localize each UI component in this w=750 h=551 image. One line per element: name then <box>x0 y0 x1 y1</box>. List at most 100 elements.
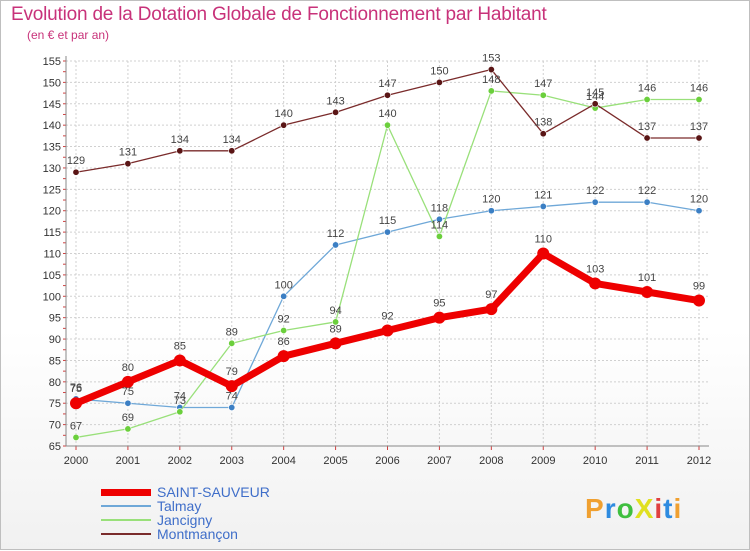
data-label-0: 80 <box>122 362 134 374</box>
x-tick-label: 2004 <box>271 455 295 467</box>
data-label-0: 79 <box>226 366 238 378</box>
data-label-1: 100 <box>274 279 292 291</box>
series-point-0 <box>485 303 498 316</box>
y-tick-label: 95 <box>49 313 61 325</box>
legend-label: SAINT-SAUVEUR <box>157 484 270 500</box>
series-point-2 <box>643 96 651 104</box>
x-tick-label: 2010 <box>583 455 607 467</box>
y-tick-label: 105 <box>43 270 61 282</box>
series-point-0 <box>589 277 602 290</box>
series-point-3 <box>539 130 547 138</box>
x-tick-label: 2009 <box>531 455 555 467</box>
logo-letter: P <box>585 493 605 524</box>
series-point-1 <box>280 292 288 300</box>
series-point-0 <box>277 350 290 363</box>
x-tick-label: 2008 <box>479 455 503 467</box>
series-point-1 <box>332 241 340 249</box>
data-label-1: 122 <box>638 185 656 197</box>
series-point-2 <box>72 433 80 441</box>
series-point-1 <box>435 215 443 223</box>
series-point-2 <box>435 232 443 240</box>
series-point-1 <box>124 399 132 407</box>
series-point-3 <box>435 78 443 86</box>
logo-letter: i <box>673 493 683 524</box>
data-label-3: 138 <box>534 117 552 129</box>
data-label-1: 121 <box>534 189 552 201</box>
data-label-0: 97 <box>485 289 497 301</box>
y-tick-label: 125 <box>43 184 61 196</box>
data-label-3: 131 <box>119 147 137 159</box>
x-tick-label: 2012 <box>687 455 711 467</box>
logo-letter: r <box>604 493 617 524</box>
data-label-3: 150 <box>430 65 448 77</box>
y-tick-label: 120 <box>43 206 61 218</box>
data-label-2: 73 <box>174 395 186 407</box>
y-tick-label: 115 <box>43 227 61 239</box>
series-point-2 <box>487 87 495 95</box>
data-label-2: 147 <box>534 78 552 90</box>
legend-label: Jancigny <box>157 512 213 528</box>
series-point-3 <box>176 147 184 155</box>
series-point-3 <box>383 91 391 99</box>
y-tick-label: 135 <box>43 142 61 154</box>
data-label-1: 118 <box>431 202 449 214</box>
axis-layer: 65 70 75 80 85 90 95 100 105 110 115 120 125 130 135 14… <box>43 56 711 467</box>
data-label-2: 148 <box>482 74 500 86</box>
data-label-2: 114 <box>431 219 449 231</box>
data-label-3: 137 <box>690 121 708 133</box>
data-label-0: 85 <box>174 340 186 352</box>
series-point-0 <box>381 324 394 337</box>
series-point-3 <box>643 134 651 142</box>
y-tick-label: 90 <box>49 334 61 346</box>
series-point-3 <box>487 66 495 74</box>
data-label-0: 95 <box>433 298 445 310</box>
data-label-3: 153 <box>482 53 500 65</box>
series-point-3 <box>591 100 599 108</box>
data-label-2: 146 <box>690 83 708 95</box>
data-label-2: 146 <box>638 83 656 95</box>
data-label-3: 134 <box>223 134 241 146</box>
data-label-1: 74 <box>226 391 238 403</box>
data-label-0: 75 <box>70 383 82 395</box>
series-point-1 <box>591 198 599 206</box>
y-tick-label: 145 <box>43 99 61 111</box>
proxiti-logo: ProXiti <box>585 493 682 525</box>
logo-letter: t <box>663 493 674 524</box>
x-tick-label: 2006 <box>375 455 399 467</box>
y-tick-label: 140 <box>43 120 61 132</box>
series-point-1 <box>643 198 651 206</box>
series-point-0 <box>329 337 342 350</box>
data-label-1: 112 <box>327 228 345 240</box>
series-point-2 <box>280 326 288 334</box>
series-point-2 <box>539 91 547 99</box>
logo-letter: X <box>634 493 655 524</box>
x-tick-label: 2011 <box>635 455 659 467</box>
data-label-2: 89 <box>226 326 238 338</box>
series-point-0 <box>121 375 134 388</box>
chart-title: Evolution de la Dotation Globale de Fonc… <box>11 4 547 25</box>
data-label-3: 145 <box>586 87 604 99</box>
series-layer <box>70 66 705 441</box>
y-tick-label: 110 <box>43 249 61 261</box>
data-label-0: 89 <box>329 323 341 335</box>
data-label-1: 74 <box>174 391 186 403</box>
data-label-2: 144 <box>586 91 604 103</box>
logo-letter: o <box>616 493 635 524</box>
series-point-0 <box>433 311 446 324</box>
series-point-2 <box>332 318 340 326</box>
x-tick-label: 2000 <box>64 455 88 467</box>
legend-label: Talmay <box>157 498 202 514</box>
legend-label: Montmançon <box>157 526 238 542</box>
data-label-2: 69 <box>122 412 134 424</box>
series-point-3 <box>72 168 80 176</box>
x-tick-label: 2005 <box>323 455 347 467</box>
series-point-0 <box>70 397 82 410</box>
series-point-2 <box>695 96 703 104</box>
data-label-1: 122 <box>586 185 604 197</box>
series-point-2 <box>383 121 391 129</box>
legend-swatch <box>101 505 151 507</box>
series-point-3 <box>124 160 132 168</box>
